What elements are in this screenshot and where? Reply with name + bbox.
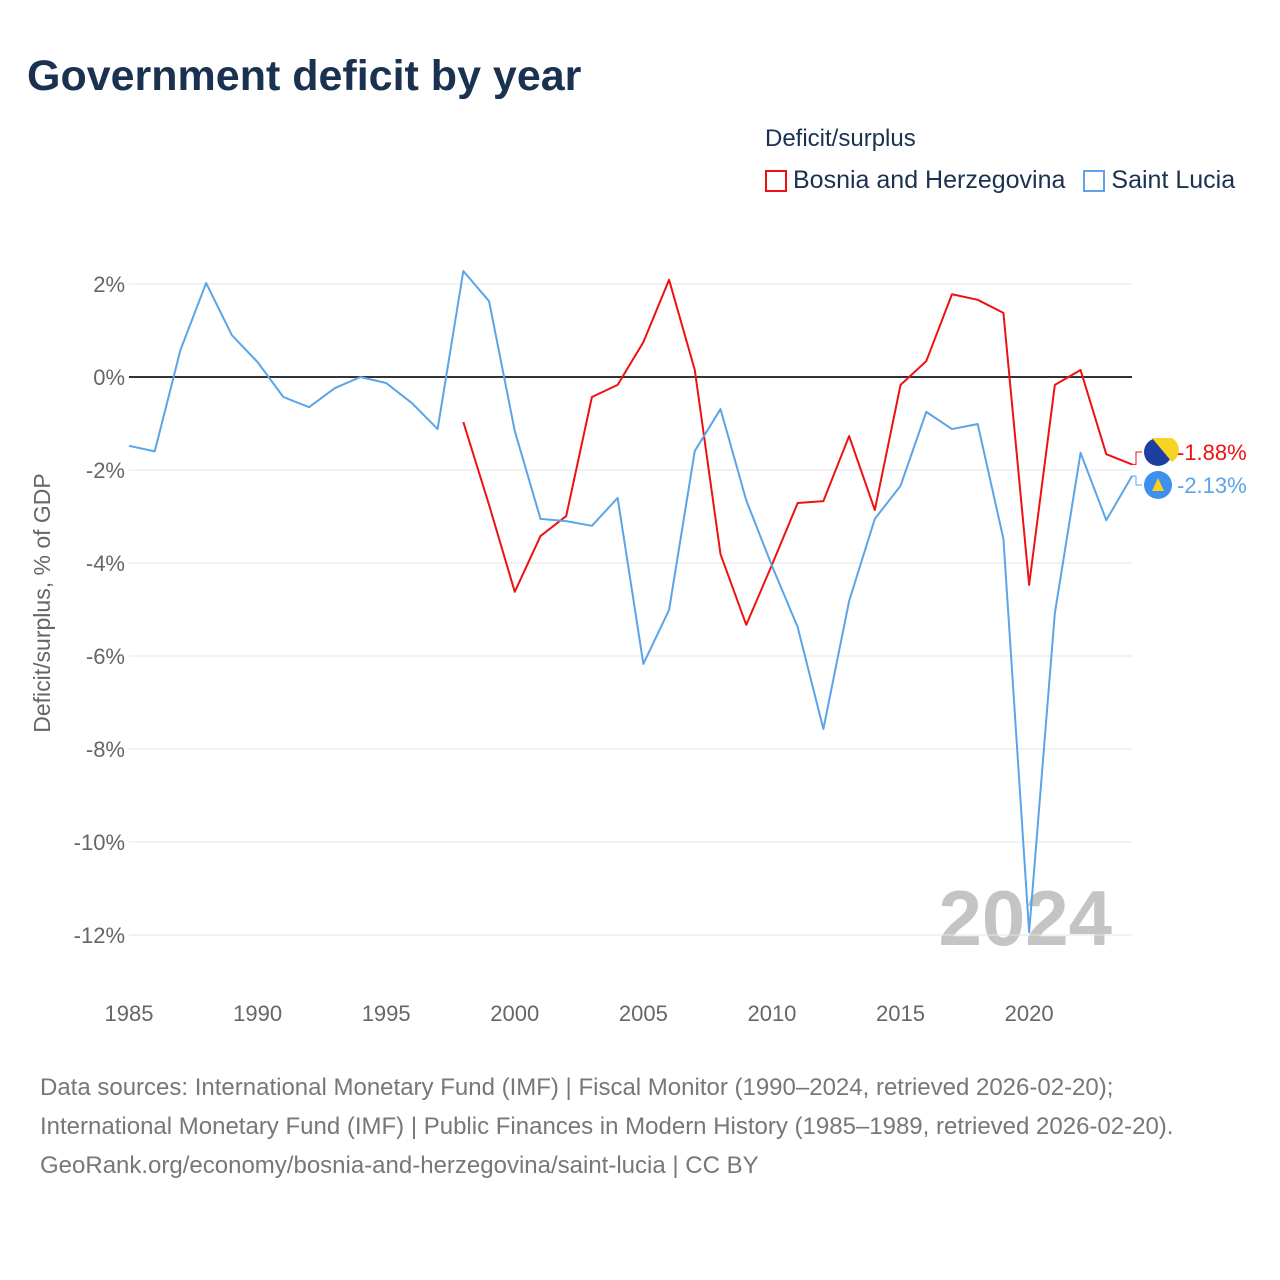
data-sources: Data sources: International Monetary Fun… bbox=[40, 1074, 1174, 1140]
legend-title: Deficit/surplus bbox=[765, 125, 916, 152]
end-value-label: -2.13% bbox=[1177, 473, 1247, 498]
x-tick-label: 2020 bbox=[1005, 1001, 1054, 1026]
y-tick-label: -6% bbox=[86, 644, 125, 669]
flag-detail bbox=[1152, 478, 1164, 491]
end-label-connector bbox=[1132, 475, 1142, 486]
x-tick-label: 1995 bbox=[362, 1001, 411, 1026]
x-tick-label: 2000 bbox=[490, 1001, 539, 1026]
x-tick-label: 2015 bbox=[876, 1001, 925, 1026]
y-tick-label: 0% bbox=[93, 365, 125, 390]
plot-area: 2024 2% 0% -2% -4% -6% -8% -10% -12% 1985 1990 1995… bbox=[29, 269, 1247, 1026]
x-tick-label: 1990 bbox=[233, 1001, 282, 1026]
y-tick-label: 2% bbox=[93, 272, 125, 297]
y-tick-label: -12% bbox=[74, 923, 125, 948]
x-tick-label: 2010 bbox=[747, 1001, 796, 1026]
y-tick-label: -2% bbox=[86, 458, 125, 483]
legend: Bosnia and Herzegovina Saint Lucia bbox=[765, 166, 1235, 195]
legend-swatch-saint-lucia bbox=[1083, 169, 1106, 192]
y-tick-label: -10% bbox=[74, 830, 125, 855]
source-url[interactable]: GeoRank.org/economy/bosnia-and-herzegovi… bbox=[40, 1152, 759, 1179]
legend-item-bosnia[interactable]: Bosnia and Herzegovina bbox=[765, 166, 1065, 195]
chart-title: Government deficit by year bbox=[27, 52, 582, 100]
y-axis-label: Deficit/surplus, % of GDP bbox=[29, 473, 55, 732]
end-value-label: -1.88% bbox=[1177, 440, 1247, 465]
year-watermark: 2024 bbox=[938, 874, 1112, 962]
flag-detail bbox=[1152, 438, 1179, 462]
footer: Data sources: International Monetary Fun… bbox=[40, 1068, 1240, 1185]
series-line-bosnia bbox=[462, 278, 1133, 626]
legend-label-saint-lucia: Saint Lucia bbox=[1111, 166, 1236, 194]
legend-label-bosnia: Bosnia and Herzegovina bbox=[793, 166, 1066, 194]
legend-item-saint-lucia[interactable]: Saint Lucia bbox=[1083, 166, 1235, 195]
series-line-saint-lucia bbox=[128, 269, 1133, 934]
y-tick-label: -4% bbox=[86, 551, 125, 576]
y-tick-label: -8% bbox=[86, 737, 125, 762]
x-tick-label: 2005 bbox=[619, 1001, 668, 1026]
end-label-connector bbox=[1132, 451, 1142, 465]
x-tick-label: 1985 bbox=[105, 1001, 154, 1026]
legend-swatch-bosnia bbox=[765, 169, 787, 192]
